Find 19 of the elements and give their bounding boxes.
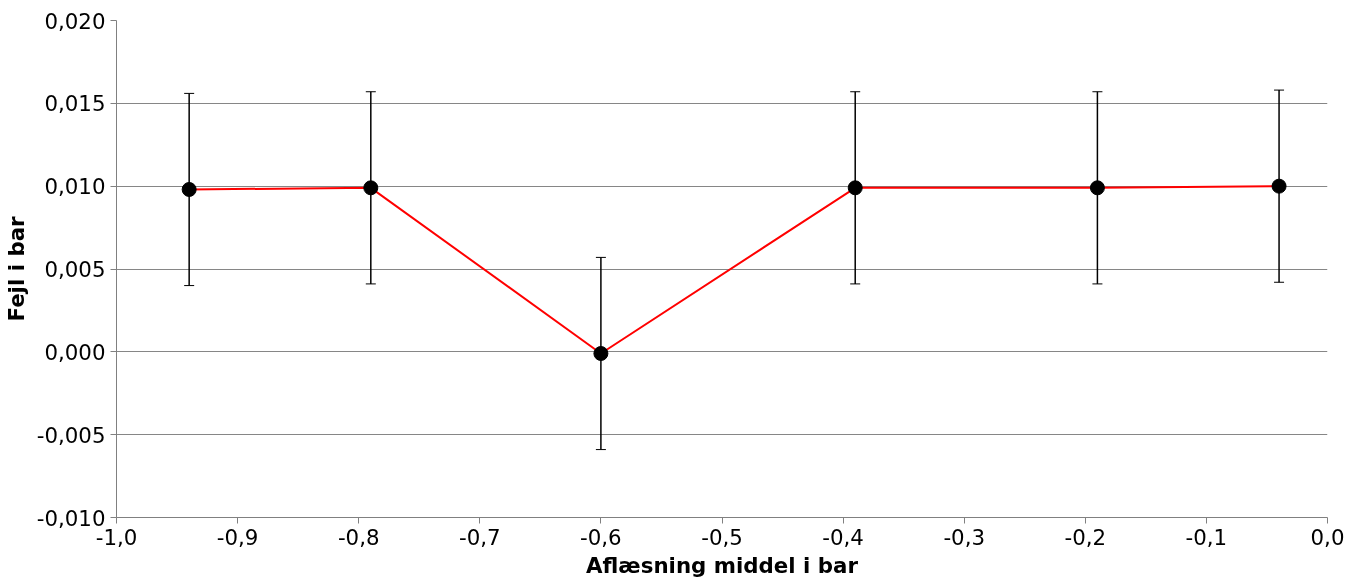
x-tick-label: -0,3 <box>943 524 986 550</box>
x-tick-label: -0,4 <box>822 524 864 550</box>
y-tick-label: 0,015 <box>44 91 106 117</box>
x-tick-label: 0,0 <box>1310 524 1345 550</box>
x-tick-label: -0,6 <box>580 524 622 550</box>
y-tick-label: -0,010 <box>36 505 106 531</box>
y-tick-label: 0,000 <box>44 339 106 365</box>
y-tick-label: -0,005 <box>36 422 106 448</box>
y-tick-label: 0,005 <box>44 257 106 282</box>
x-tick-label: -0,5 <box>701 524 743 550</box>
x-tick-label: -0,1 <box>1185 524 1228 550</box>
y-tick-label: 0,010 <box>44 174 106 200</box>
x-axis-title: Aflæsning middel i bar <box>586 552 859 578</box>
x-tick-label: -0,9 <box>216 524 259 550</box>
x-tick-label: -0,2 <box>1064 524 1107 550</box>
x-tick-label: -0,8 <box>337 524 380 550</box>
x-tick-label: -0,7 <box>458 524 501 550</box>
y-tick-label: 0,020 <box>44 8 106 34</box>
y-axis-title: Fejl i bar <box>3 215 29 322</box>
